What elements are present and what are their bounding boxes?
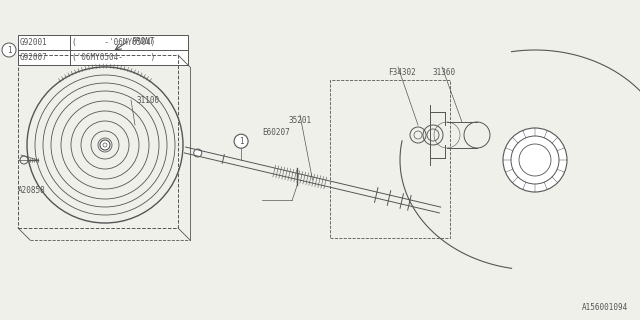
Text: 1: 1 bbox=[6, 45, 12, 54]
Bar bbox=[18, 35, 188, 65]
Circle shape bbox=[234, 134, 248, 148]
Text: ('06MY0504-      ): ('06MY0504- ) bbox=[72, 53, 156, 62]
Text: (      -'06MY0504): ( -'06MY0504) bbox=[72, 38, 156, 47]
Text: FRONT: FRONT bbox=[132, 36, 155, 45]
Text: 35201: 35201 bbox=[289, 116, 312, 124]
Text: G92007: G92007 bbox=[20, 53, 48, 62]
Circle shape bbox=[194, 149, 202, 157]
Text: G92001: G92001 bbox=[20, 38, 48, 47]
Text: 31100: 31100 bbox=[136, 95, 159, 105]
Bar bbox=[18, 55, 178, 228]
Circle shape bbox=[100, 140, 110, 150]
Circle shape bbox=[2, 43, 16, 57]
Text: A156001094: A156001094 bbox=[582, 303, 628, 312]
Text: E60207: E60207 bbox=[262, 127, 290, 137]
Circle shape bbox=[503, 128, 567, 192]
Text: A20858: A20858 bbox=[18, 186, 45, 195]
Bar bbox=[330, 80, 450, 238]
Text: F34302: F34302 bbox=[388, 68, 416, 76]
Text: 31360: 31360 bbox=[432, 68, 455, 76]
Text: 1: 1 bbox=[239, 137, 243, 146]
